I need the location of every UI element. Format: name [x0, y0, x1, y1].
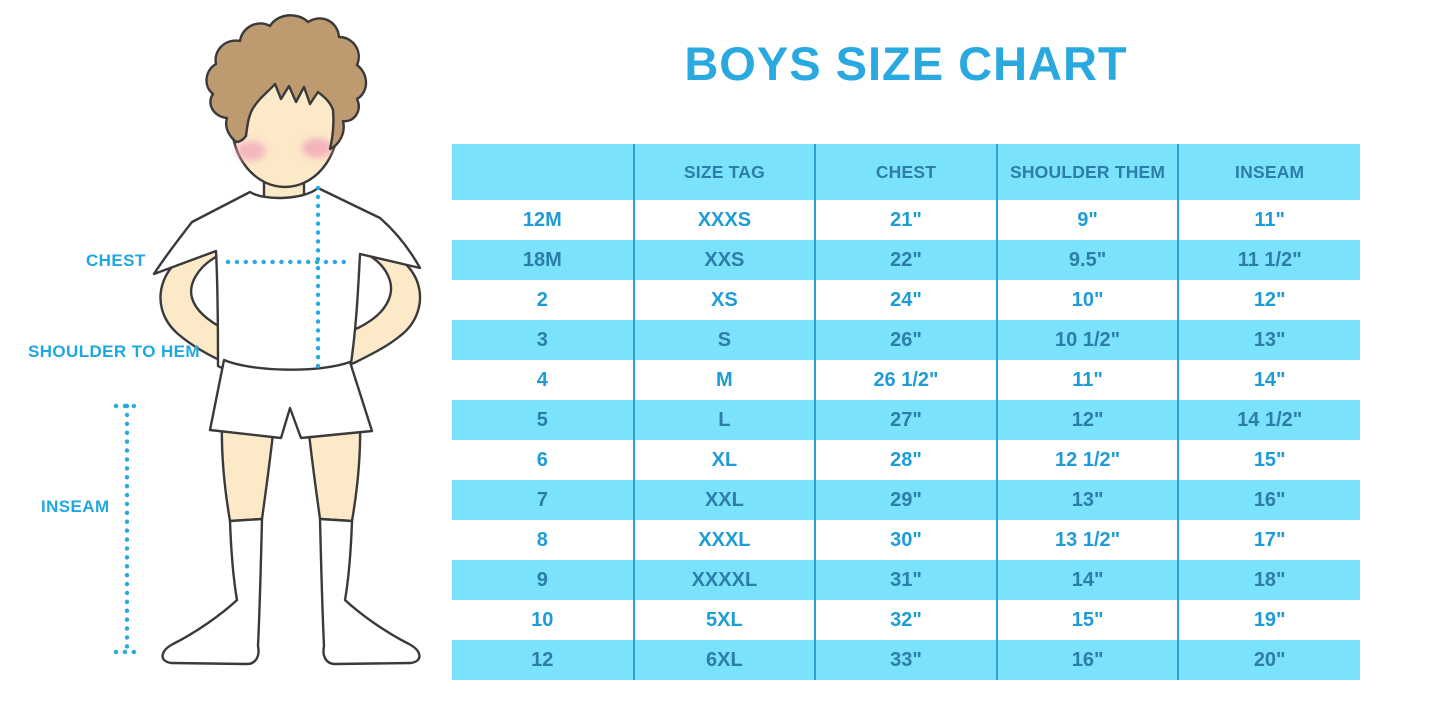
column-header: SHOULDER THEM	[995, 144, 1179, 200]
table-cell: 9	[452, 560, 634, 600]
table-cell: 14"	[1177, 360, 1360, 400]
table-cell: 18"	[1177, 560, 1360, 600]
size-table-head-row: SIZE TAG CHEST SHOULDER THEM INSEAM	[452, 144, 1360, 200]
table-row: 12 6XL 33" 16" 20"	[452, 640, 1360, 680]
table-cell: XXXXL	[632, 560, 816, 600]
table-cell: 10 1/2"	[995, 320, 1179, 360]
table-cell: 21"	[814, 200, 997, 240]
table-cell: 26 1/2"	[814, 360, 997, 400]
boy-cheeks	[236, 138, 332, 161]
table-cell: 3	[452, 320, 634, 360]
table-cell: 13"	[995, 480, 1179, 520]
table-cell: 19"	[1177, 600, 1360, 640]
table-cell: 8	[452, 520, 634, 560]
table-cell: 15"	[1177, 440, 1360, 480]
table-cell: 10	[452, 600, 634, 640]
table-cell: 20"	[1177, 640, 1360, 680]
table-cell: 15"	[995, 600, 1179, 640]
boy-shorts	[208, 358, 374, 440]
table-cell: 5	[452, 400, 634, 440]
boy-right-arm	[334, 238, 422, 372]
table-cell: 10"	[995, 280, 1179, 320]
table-cell: 26"	[814, 320, 997, 360]
table-row: 12M XXXS 21" 9" 11"	[452, 200, 1360, 240]
boy-right-sock	[318, 517, 421, 666]
table-row: 4 M 26 1/2" 11" 14"	[452, 360, 1360, 400]
table-cell: 12M	[452, 200, 634, 240]
table-cell: XS	[632, 280, 816, 320]
table-cell: 16"	[995, 640, 1179, 680]
table-row: 3 S 26" 10 1/2" 13"	[452, 320, 1360, 360]
table-cell: 18M	[452, 240, 634, 280]
table-cell: 31"	[814, 560, 997, 600]
table-cell: 11"	[1177, 200, 1360, 240]
shoulder-to-hem-label: SHOULDER TO HEM	[28, 342, 200, 361]
table-cell: 27"	[814, 400, 997, 440]
boy-figure	[152, 14, 422, 666]
table-cell: M	[632, 360, 816, 400]
table-cell: L	[632, 400, 816, 440]
size-table-header: SIZE TAG CHEST SHOULDER THEM INSEAM	[452, 144, 1360, 200]
table-cell: 13"	[1177, 320, 1360, 360]
boy-left-sock	[161, 517, 264, 666]
boy-illustration	[113, 14, 422, 666]
table-cell: 14 1/2"	[1177, 400, 1360, 440]
table-cell: 12"	[995, 400, 1179, 440]
table-cell: 11 1/2"	[1177, 240, 1360, 280]
table-row: 9 XXXXL 31" 14" 18"	[452, 560, 1360, 600]
table-cell: 22"	[814, 240, 997, 280]
table-cell: 9.5"	[995, 240, 1179, 280]
inseam-measure-line	[113, 403, 145, 655]
table-cell: 6XL	[632, 640, 816, 680]
size-table-body: 12M XXXS 21" 9" 11" 18M XXS 22" 9.5" 11 1/2" 2 XS 24…	[452, 200, 1360, 680]
table-cell: S	[632, 320, 816, 360]
table-row: 5 L 27" 12" 14 1/2"	[452, 400, 1360, 440]
column-header	[452, 144, 634, 200]
table-cell: 5XL	[632, 600, 816, 640]
table-cell: 9"	[995, 200, 1179, 240]
chest-label: CHEST	[86, 251, 146, 270]
boy-hair	[205, 14, 368, 151]
table-cell: 4	[452, 360, 634, 400]
table-cell: 32"	[814, 600, 997, 640]
table-row: 18M XXS 22" 9.5" 11 1/2"	[452, 240, 1360, 280]
table-cell: 11"	[995, 360, 1179, 400]
table-cell: 7	[452, 480, 634, 520]
table-cell: 28"	[814, 440, 997, 480]
table-cell: XL	[632, 440, 816, 480]
table-cell: 17"	[1177, 520, 1360, 560]
table-cell: 33"	[814, 640, 997, 680]
table-row: 6 XL 28" 12 1/2" 15"	[452, 440, 1360, 480]
table-row: 2 XS 24" 10" 12"	[452, 280, 1360, 320]
table-cell: 6	[452, 440, 634, 480]
table-cell: XXS	[632, 240, 816, 280]
table-row: 10 5XL 32" 15" 19"	[452, 600, 1360, 640]
table-cell: 12 1/2"	[995, 440, 1179, 480]
table-cell: 14"	[995, 560, 1179, 600]
column-header: INSEAM	[1177, 144, 1360, 200]
table-cell: XXXS	[632, 200, 816, 240]
table-cell: 16"	[1177, 480, 1360, 520]
table-cell: 29"	[814, 480, 997, 520]
table-cell: XXXL	[632, 520, 816, 560]
table-cell: 30"	[814, 520, 997, 560]
column-header: CHEST	[814, 144, 997, 200]
table-cell: 2	[452, 280, 634, 320]
column-header: SIZE TAG	[632, 144, 816, 200]
page-title: BOYS SIZE CHART	[684, 37, 1128, 90]
table-cell: 13 1/2"	[995, 520, 1179, 560]
table-cell: 12	[452, 640, 634, 680]
size-table: SIZE TAG CHEST SHOULDER THEM INSEAM 12M XXXS…	[452, 144, 1360, 680]
table-row: 7 XXL 29" 13" 16"	[452, 480, 1360, 520]
inseam-label: INSEAM	[41, 497, 110, 516]
table-cell: 12"	[1177, 280, 1360, 320]
table-row: 8 XXXL 30" 13 1/2" 17"	[452, 520, 1360, 560]
table-cell: XXL	[632, 480, 816, 520]
table-cell: 24"	[814, 280, 997, 320]
